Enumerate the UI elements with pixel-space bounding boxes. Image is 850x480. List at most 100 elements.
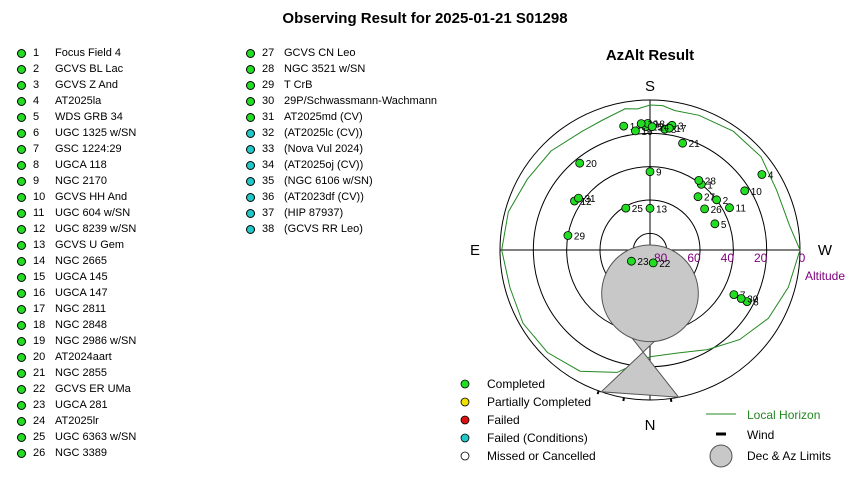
target-name: AT2024aart xyxy=(55,351,112,363)
target-point-label: 24 xyxy=(658,123,670,134)
target-number: 32 xyxy=(262,127,275,139)
target-name: UGCA 281 xyxy=(55,399,108,411)
status-dot-icon xyxy=(246,80,255,90)
target-point xyxy=(740,186,750,196)
target-name: GCVS HH And xyxy=(55,191,128,203)
target-point-label: 21 xyxy=(689,139,701,150)
status-dot-icon xyxy=(246,128,255,138)
target-row: 13 GCVS U Gem xyxy=(17,237,136,253)
target-point-label: 3 xyxy=(678,121,684,132)
compass-w-label: W xyxy=(818,242,833,259)
altitude-tick-label: 40 xyxy=(721,251,735,265)
target-number: 20 xyxy=(33,351,46,363)
compass-n-label: N xyxy=(645,417,656,434)
target-point-label: 27 xyxy=(704,193,716,204)
target-number: 33 xyxy=(262,143,275,155)
wind-mark xyxy=(596,390,600,395)
target-point xyxy=(710,219,720,229)
target-point-label: 10 xyxy=(751,187,763,198)
status-dot-icon xyxy=(17,320,26,330)
limits-legend-marker xyxy=(709,444,733,468)
target-point-label: 18 xyxy=(654,119,666,130)
target-point xyxy=(619,121,629,131)
target-row: 16 UGCA 147 xyxy=(17,285,136,301)
target-point-label: 4 xyxy=(768,171,774,182)
status-dot-icon xyxy=(17,48,26,58)
target-number: 10 xyxy=(33,191,46,203)
target-number: 12 xyxy=(33,223,46,235)
target-row: 17 NGC 2811 xyxy=(17,301,136,317)
target-name: (NGC 6106 w/SN) xyxy=(284,175,373,187)
target-row: 33 (Nova Vul 2024) xyxy=(246,141,437,157)
target-row: 27 GCVS CN Leo xyxy=(246,45,437,61)
status-dot-icon xyxy=(17,240,26,250)
target-number: 38 xyxy=(262,223,275,235)
target-row: 8 UGCA 118 xyxy=(17,157,136,173)
target-number: 26 xyxy=(33,447,46,459)
status-dot-icon xyxy=(246,160,255,170)
target-point xyxy=(700,204,709,214)
target-point-label: 25 xyxy=(632,204,644,215)
target-name: GCVS Z And xyxy=(55,79,118,91)
target-name: UGC 1325 w/SN xyxy=(55,127,137,139)
target-name: NGC 2855 xyxy=(55,367,107,379)
target-row: 26 NGC 3389 xyxy=(17,445,136,461)
target-list-right: 27 GCVS CN Leo 28 NGC 3521 w/SN 29 T CrB 30 29P… xyxy=(246,45,437,237)
target-row: 22 GCVS ER UMa xyxy=(17,381,136,397)
status-dot-icon xyxy=(17,416,26,426)
status-dot-icon xyxy=(246,144,255,154)
target-point-label: 13 xyxy=(656,204,668,215)
target-row: 34 (AT2025oj (CV)) xyxy=(246,157,437,173)
status-dot-icon xyxy=(17,368,26,378)
target-row: 35 (NGC 6106 w/SN) xyxy=(246,173,437,189)
target-name: NGC 2811 xyxy=(55,303,107,315)
target-row: 38 (GCVS RR Leo) xyxy=(246,221,437,237)
target-row: 1 Focus Field 4 xyxy=(17,45,136,61)
legend-label: Partially Completed xyxy=(487,395,591,409)
target-point-label: 16 xyxy=(641,127,653,138)
wind-mark xyxy=(622,397,625,402)
target-list-left: 1 Focus Field 4 2 GCVS BL Lac 3 GCVS Z And 4 AT… xyxy=(17,45,136,461)
target-name: (Nova Vul 2024) xyxy=(284,143,364,155)
target-point-label: 17 xyxy=(675,124,687,135)
target-row: 19 NGC 2986 w/SN xyxy=(17,333,136,349)
target-name: T CrB xyxy=(284,79,313,91)
status-dot-icon xyxy=(17,176,26,186)
target-point xyxy=(575,158,585,168)
target-point xyxy=(736,294,746,303)
status-dot-icon xyxy=(17,208,26,218)
status-dot-icon xyxy=(17,432,26,442)
target-name: (GCVS RR Leo) xyxy=(284,223,363,235)
target-name: UGC 604 w/SN xyxy=(55,207,131,219)
target-row: 15 UGCA 145 xyxy=(17,269,136,285)
target-row: 23 UGCA 281 xyxy=(17,397,136,413)
target-number: 14 xyxy=(33,255,46,267)
legend-marker xyxy=(460,415,470,425)
target-name: NGC 3389 xyxy=(55,447,107,459)
compass-e-label: E xyxy=(470,242,480,259)
target-point-label: 9 xyxy=(656,168,662,179)
target-number: 13 xyxy=(33,239,46,251)
target-point-label: 22 xyxy=(659,259,671,270)
dec-limit-circle xyxy=(601,244,699,343)
target-name: NGC 2665 xyxy=(55,255,107,267)
horizon-legend-label: Local Horizon xyxy=(747,408,820,422)
target-name: WDS GRB 34 xyxy=(55,111,123,123)
target-row: 12 UGC 8239 w/SN xyxy=(17,221,136,237)
target-point-label: 26 xyxy=(711,205,723,216)
target-point xyxy=(627,256,636,266)
target-name: (HIP 87937) xyxy=(284,207,344,219)
target-number: 9 xyxy=(33,175,40,187)
status-dot-icon xyxy=(246,192,255,202)
legend-label: Failed xyxy=(487,413,520,427)
target-point xyxy=(729,290,739,300)
target-point xyxy=(636,119,646,128)
status-dot-icon xyxy=(17,112,26,122)
status-dot-icon xyxy=(17,304,26,314)
status-dot-icon xyxy=(17,400,26,410)
legend-label: Completed xyxy=(487,377,545,391)
target-name: (AT2023df (CV)) xyxy=(284,191,364,203)
legend-label: Missed or Cancelled xyxy=(487,449,596,463)
target-number: 21 xyxy=(33,367,46,379)
